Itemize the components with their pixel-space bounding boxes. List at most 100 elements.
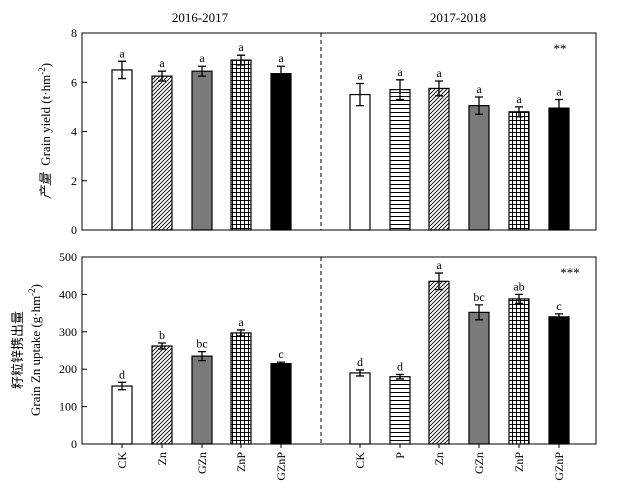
bar (151, 345, 173, 445)
x-tick-label: CK (115, 452, 129, 469)
significance-letter: a (199, 51, 205, 65)
bar (548, 316, 570, 445)
x-tick-label: Zn (432, 452, 446, 465)
group-title: 2016-2017 (172, 10, 229, 25)
error-bar (237, 329, 245, 337)
y-axis: 0 100 200 300 400 500 (59, 250, 87, 451)
significance-letter: c (278, 347, 283, 361)
error-bar (158, 342, 166, 350)
significance-letter: a (516, 92, 522, 106)
significance-letter: a (119, 46, 125, 60)
error-bar (435, 272, 443, 291)
y-axis-label-end: ) (28, 284, 43, 288)
error-bar (475, 96, 483, 115)
significance-letter: d (357, 355, 363, 369)
bar (111, 385, 133, 445)
y-tick-label: 6 (71, 75, 77, 89)
y-tick-label: 200 (59, 362, 77, 376)
error-bar (435, 80, 443, 97)
error-bar (396, 373, 404, 380)
error-bar (555, 98, 563, 118)
error-bar (356, 82, 364, 107)
y-tick-label: 0 (71, 437, 77, 451)
y-axis: 0 2 4 6 8 (71, 26, 87, 237)
y-axis-label-en: Grain Zn uptake (g·hm (28, 296, 43, 416)
significance-letter: a (556, 84, 562, 98)
bar (151, 75, 173, 231)
x-tick-label: GZnP (552, 452, 566, 481)
bar (270, 73, 292, 231)
bar (349, 372, 371, 445)
significance-letter: a (357, 68, 363, 82)
error-bar (356, 369, 364, 377)
error-bar (198, 65, 206, 77)
bar (191, 70, 213, 231)
x-tick-label: ZnP (512, 452, 526, 472)
bar (270, 362, 292, 445)
group-title: 2017-2018 (430, 10, 486, 25)
y-axis-label-cn: 籽粒锌携出量 (10, 311, 25, 389)
y-axis-label-end: ) (38, 63, 53, 67)
significance-letter: a (238, 40, 244, 54)
error-bar (277, 65, 285, 82)
y-axis-label-en: Grain yield (t·hm (38, 75, 53, 166)
error-bar (555, 313, 563, 321)
error-bar (118, 381, 126, 391)
error-bar (158, 70, 166, 82)
y-axis-label-sup: -2 (37, 67, 47, 75)
y-tick-label: 500 (59, 250, 77, 264)
x-tick-label: ZnP (234, 452, 248, 472)
significance-label: ** (554, 41, 567, 56)
y-tick-label: 0 (71, 223, 77, 237)
x-tick-label: CK (353, 452, 367, 469)
significance-letter: a (238, 315, 244, 329)
significance-letter: bc (196, 337, 207, 351)
bar (468, 311, 490, 445)
significance-letter: d (397, 359, 403, 373)
bar (548, 107, 570, 231)
y-tick-label: 400 (59, 287, 77, 301)
significance-letter: ab (513, 279, 524, 293)
x-tick-label: GZn (472, 452, 486, 474)
significance-letter: a (436, 66, 442, 80)
y-tick-label: 300 (59, 325, 77, 339)
x-tick-label: P (393, 452, 407, 459)
y-axis-label-sup: -2 (27, 288, 37, 296)
error-bar (396, 79, 404, 101)
y-tick-label: 100 (59, 400, 77, 414)
bar (468, 105, 490, 231)
significance-letter: bc (473, 290, 484, 304)
panel-top: 0 2 4 6 8 a a a a a a a a a a a 2016-2017 2017-2018 **… (37, 10, 597, 237)
significance-letter: c (556, 299, 561, 313)
significance-letter: a (397, 65, 403, 79)
y-tick-label: 8 (71, 26, 77, 40)
significance-letter: a (436, 258, 442, 272)
y-axis-label-cn: 产量 (38, 171, 53, 199)
error-bar (515, 106, 523, 118)
bar (230, 332, 252, 445)
significance-letter: d (119, 367, 125, 381)
bar (428, 87, 450, 231)
error-bar (475, 304, 483, 321)
bar (508, 111, 530, 231)
error-bar (198, 350, 206, 362)
bar (428, 280, 450, 445)
significance-letter: a (278, 51, 284, 65)
x-tick-label: GZnP (274, 452, 288, 481)
bar (389, 376, 411, 445)
y-tick-label: 4 (71, 125, 77, 139)
bar (389, 89, 411, 231)
significance-letter: a (476, 82, 482, 96)
bar (349, 93, 371, 231)
bar (508, 298, 530, 445)
y-tick-label: 2 (71, 174, 77, 188)
x-tick-label: GZn (195, 452, 209, 474)
plot-frame (81, 256, 597, 445)
error-bar (118, 60, 126, 80)
y-axis-label: Grain Zn uptake (g·hm-2) (27, 284, 43, 416)
x-tick-label: Zn (155, 452, 169, 465)
bar (111, 69, 133, 231)
error-bar (515, 293, 523, 305)
